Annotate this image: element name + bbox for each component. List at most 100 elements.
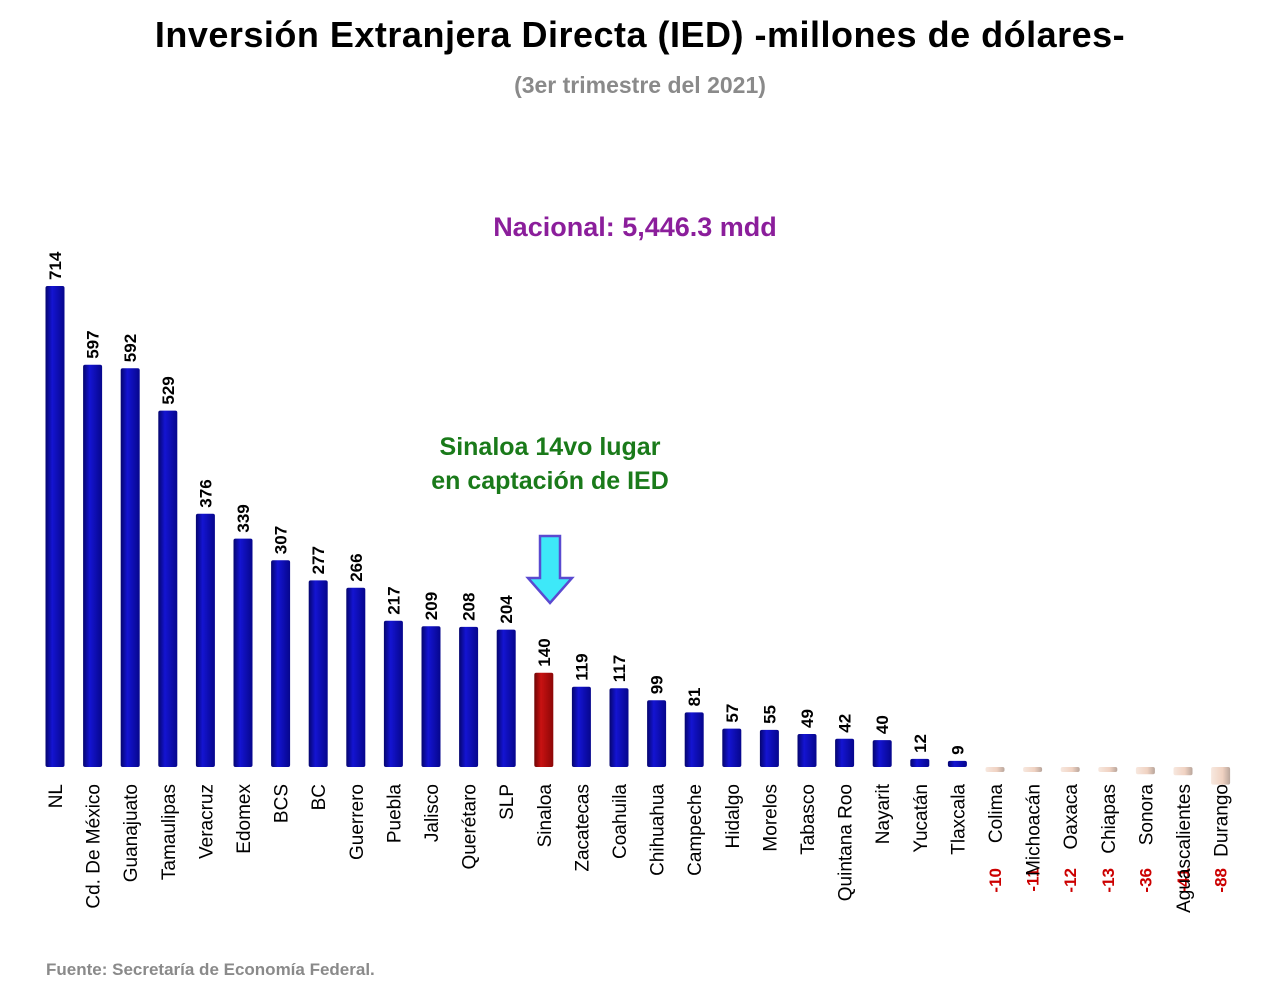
value-label-edomex: 339 — [234, 504, 253, 532]
national-total-annotation: Nacional: 5,446.3 mdd — [493, 212, 777, 242]
bar-quintana-roo — [835, 738, 855, 767]
bar-yucatan — [910, 758, 930, 767]
value-label-michoacan: -11 — [1024, 868, 1043, 892]
value-label-sonora: -36 — [1136, 868, 1155, 893]
category-label-edomex: Edomex — [234, 784, 255, 854]
bar-durango — [1211, 767, 1231, 785]
category-label-morelos: Morelos — [760, 784, 781, 852]
bar-tamaulipas — [158, 410, 178, 767]
category-label-campeche: Campeche — [685, 784, 706, 876]
bar-hidalgo — [722, 728, 742, 767]
value-label-bcs: 307 — [272, 526, 291, 554]
category-label-sinaloa: Sinaloa — [535, 784, 556, 848]
value-label-hidalgo: 57 — [723, 704, 742, 723]
value-label-cd-de-mexico: 597 — [84, 330, 103, 358]
chart-title: Inversión Extranjera Directa (IED) -mill… — [154, 14, 1126, 55]
value-label-puebla: 217 — [384, 586, 403, 614]
category-label-bc: BC — [309, 784, 330, 810]
category-label-yucatan: Yucatán — [911, 784, 932, 853]
category-label-nayarit: Nayarit — [873, 783, 894, 844]
bar-edomex — [233, 538, 253, 767]
value-label-nl: 714 — [46, 251, 65, 280]
category-label-aguascalientes: Aguascalientes — [1174, 784, 1195, 913]
bar-tlaxcala — [947, 760, 967, 767]
sinaloa-callout: Sinaloa 14vo lugar en captación de IED — [380, 430, 720, 498]
category-label-chihuahua: Chihuahua — [648, 784, 669, 876]
bar-coahuila — [609, 688, 629, 767]
category-label-oaxaca: Oaxaca — [1061, 784, 1082, 850]
source-note: Fuente: Secretaría de Economía Federal. — [46, 960, 375, 979]
value-label-tlaxcala: 9 — [948, 745, 967, 754]
category-label-tlaxcala: Tlaxcala — [948, 784, 969, 855]
value-label-jalisco: 209 — [422, 592, 441, 620]
category-label-jalisco: Jalisco — [422, 784, 443, 842]
value-label-veracruz: 376 — [196, 479, 215, 507]
bar-zacatecas — [571, 686, 591, 767]
category-label-cd-de-mexico: Cd. De México — [84, 784, 105, 909]
bar-aguascalientes — [1173, 767, 1193, 776]
bar-veracruz — [195, 513, 215, 767]
bar-chihuahua — [647, 700, 667, 767]
bar-oaxaca — [1060, 767, 1080, 772]
category-label-puebla: Puebla — [384, 784, 405, 844]
category-label-queretaro: Querétaro — [460, 784, 481, 870]
callout-line-2: en captación de IED — [431, 467, 669, 495]
value-label-colima: -10 — [986, 868, 1005, 893]
bar-campeche — [684, 712, 704, 767]
category-label-quintana-roo: Quintana Roo — [836, 784, 857, 901]
value-label-guanajuato: 592 — [121, 334, 140, 362]
sinaloa-arrow-icon — [525, 534, 575, 605]
category-label-tamaulipas: Tamaulipas — [159, 784, 180, 880]
category-label-colima: Colima — [986, 784, 1007, 844]
value-label-nayarit: 40 — [873, 715, 892, 734]
value-label-morelos: 55 — [760, 705, 779, 724]
category-label-durango: Durango — [1212, 784, 1233, 857]
callout-line-1: Sinaloa 14vo lugar — [439, 433, 661, 461]
category-label-zacatecas: Zacatecas — [572, 784, 593, 872]
bar-puebla — [383, 620, 403, 767]
category-label-veracruz: Veracruz — [196, 784, 217, 859]
value-label-bc: 277 — [309, 546, 328, 574]
category-label-hidalgo: Hidalgo — [723, 784, 744, 848]
bar-chiapas — [1098, 767, 1118, 772]
bar-sinaloa — [534, 672, 554, 767]
bar-guerrero — [346, 587, 366, 767]
value-label-sinaloa: 140 — [535, 638, 554, 666]
value-label-slp: 204 — [497, 595, 516, 624]
bar-guanajuato — [120, 368, 140, 767]
value-label-durango: -88 — [1212, 868, 1231, 893]
bar-morelos — [759, 729, 779, 767]
value-label-tamaulipas: 529 — [159, 376, 178, 404]
value-label-chiapas: -13 — [1099, 868, 1118, 893]
category-label-guanajuato: Guanajuato — [121, 784, 142, 882]
bar-sonora — [1135, 767, 1155, 775]
category-label-michoacan: Michoacán — [1024, 784, 1045, 876]
value-label-zacatecas: 119 — [572, 653, 591, 680]
value-label-quintana-roo: 42 — [836, 714, 855, 733]
value-label-campeche: 81 — [685, 687, 704, 706]
category-label-guerrero: Guerrero — [347, 784, 368, 860]
bar-nayarit — [872, 740, 892, 767]
bar-jalisco — [421, 626, 441, 767]
value-label-yucatan: 12 — [911, 734, 930, 753]
value-label-queretaro: 208 — [460, 593, 479, 621]
category-label-bcs: BCS — [272, 784, 293, 823]
category-label-tabasco: Tabasco — [798, 784, 819, 855]
bar-cd-de-mexico — [83, 364, 103, 767]
bar-colima — [985, 767, 1005, 772]
value-label-oaxaca: -12 — [1061, 868, 1080, 893]
category-label-sonora: Sonora — [1136, 784, 1157, 846]
category-label-nl: NL — [46, 784, 67, 808]
value-label-chihuahua: 99 — [648, 675, 667, 694]
bar-tabasco — [797, 734, 817, 767]
bar-nl — [45, 286, 65, 767]
category-label-coahuila: Coahuila — [610, 784, 631, 859]
bar-bc — [308, 580, 328, 767]
value-label-guerrero: 266 — [347, 553, 366, 581]
bar-michoacan — [1023, 767, 1043, 772]
bar-slp — [496, 629, 516, 767]
category-label-chiapas: Chiapas — [1099, 784, 1120, 854]
bar-queretaro — [459, 626, 479, 767]
value-label-tabasco: 49 — [798, 709, 817, 728]
